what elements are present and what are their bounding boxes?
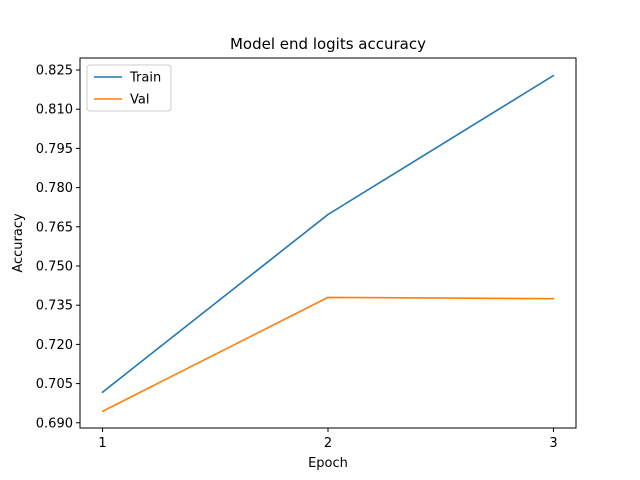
data-point-train [552, 74, 555, 77]
legend-label-val: Val [130, 93, 149, 108]
x-tick-label: 1 [98, 436, 106, 451]
data-point-train [327, 213, 329, 216]
y-tick-label: 0.720 [36, 338, 73, 353]
data-point-val [327, 296, 329, 299]
legend-label-train: Train [129, 71, 161, 86]
x-tick-label: 3 [549, 436, 557, 451]
y-tick-label: 0.795 [36, 142, 73, 157]
data-point-val [552, 297, 555, 300]
legend: Train Val [86, 64, 172, 112]
y-tick-label: 0.825 [36, 64, 73, 79]
x-axis-label: Epoch [308, 456, 348, 471]
plot-area: 0.690 0.705 0.720 0.735 0.750 0.765 0.780 0.795… [36, 64, 558, 451]
y-tick-label: 0.765 [36, 220, 73, 235]
data-point-train [101, 391, 104, 394]
y-tick-label: 0.690 [36, 416, 73, 431]
y-axis-label: Accuracy [11, 213, 26, 273]
y-tick-label: 0.735 [36, 299, 73, 314]
chart-title: Model end logits accuracy [230, 35, 426, 53]
data-point-val [101, 410, 104, 413]
y-tick-label: 0.780 [36, 181, 73, 196]
y-tick-label: 0.705 [36, 377, 73, 392]
axes-frame [79, 57, 577, 429]
y-tick-label: 0.810 [36, 103, 73, 118]
y-tick-label: 0.750 [36, 259, 73, 274]
x-tick-label: 2 [324, 436, 332, 451]
